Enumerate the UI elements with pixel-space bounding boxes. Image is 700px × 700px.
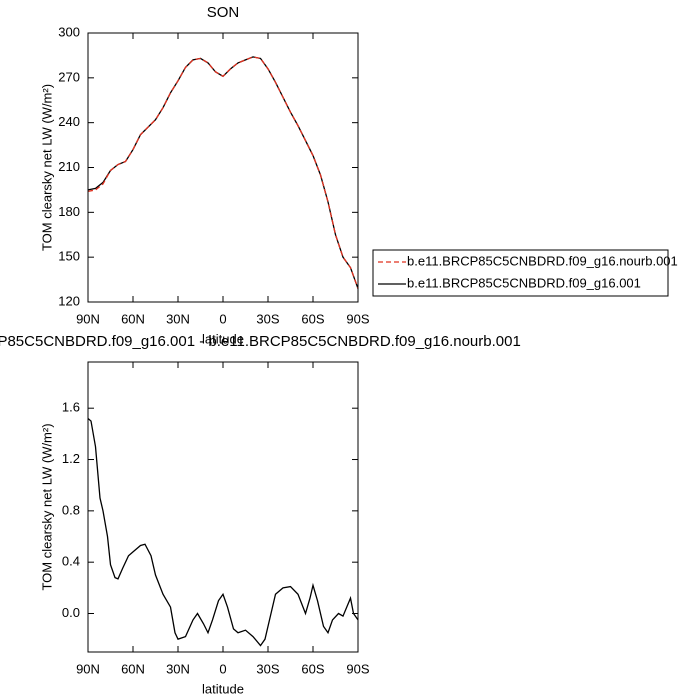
x-tick-label: 60N (121, 311, 145, 326)
x-tick-label: 90S (346, 661, 369, 676)
x-tick-label: 30N (166, 661, 190, 676)
x-tick-label: 90S (346, 311, 369, 326)
y-tick-label: 240 (58, 114, 80, 129)
y-tick-label: 0.8 (62, 502, 80, 517)
x-tick-label: 90N (76, 661, 100, 676)
y-tick-label: 300 (58, 24, 80, 39)
y-tick-label: 180 (58, 204, 80, 219)
x-tick-label: 90N (76, 311, 100, 326)
y-tick-label: 210 (58, 159, 80, 174)
x-tick-label: 60S (301, 311, 324, 326)
x-tick-label: 0 (219, 661, 226, 676)
chart-title: b.e11.BRCP85C5CNBDRD.f09_g16.001 - b.e11… (0, 333, 521, 350)
series-line (87, 56, 359, 289)
series-line (87, 417, 359, 647)
legend-label: b.e11.BRCP85C5CNBDRD.f09_g16.001 (407, 275, 641, 290)
y-tick-label: 150 (58, 249, 80, 264)
x-tick-label: 60S (301, 661, 324, 676)
legend-label: b.e11.BRCP85C5CNBDRD.f09_g16.nourb.001 (407, 253, 678, 268)
x-tick-label: 0 (219, 311, 226, 326)
legend-box (372, 249, 669, 297)
y-tick-label: 120 (58, 293, 80, 308)
y-tick-label: 1.2 (62, 451, 80, 466)
plot-frame (87, 32, 359, 303)
y-tick-label: 0.4 (62, 554, 80, 569)
y-axis-label: TOM clearsky net LW (W/m²) (39, 423, 54, 590)
y-axis-label: TOM clearsky net LW (W/m²) (39, 84, 54, 251)
y-tick-label: 0.0 (62, 605, 80, 620)
y-tick-label: 270 (58, 69, 80, 84)
x-tick-label: 60N (121, 661, 145, 676)
x-tick-label: 30N (166, 311, 190, 326)
x-axis-label: latitude (202, 681, 244, 696)
x-tick-label: 30S (256, 661, 279, 676)
x-axis-label: latitude (202, 331, 244, 346)
y-tick-label: 1.6 (62, 400, 80, 415)
x-tick-label: 30S (256, 311, 279, 326)
plot-frame (87, 361, 359, 653)
series-line (87, 56, 359, 289)
chart-title: SON (207, 4, 240, 21)
